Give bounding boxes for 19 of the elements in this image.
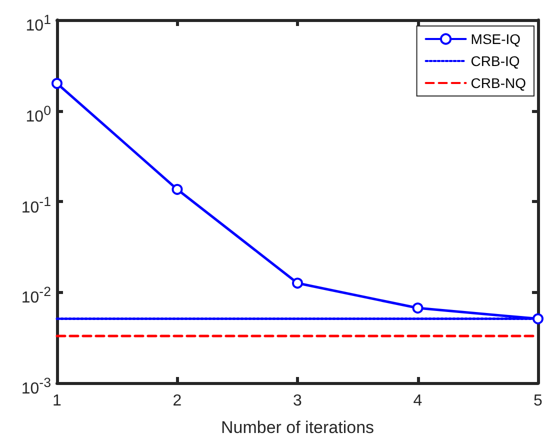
legend-label: MSE-IQ [470, 31, 521, 47]
y-tick-label: 10$^{0}$ [26, 102, 51, 128]
point [292, 278, 303, 289]
point [412, 302, 424, 314]
x-axis-title: Number of iterations [220, 418, 374, 437]
legend-label: CRB-IQ [470, 53, 520, 69]
point [172, 184, 183, 195]
x-tick-label: 4 [413, 392, 422, 410]
x-tick-label: 1 [52, 392, 62, 410]
x-tick-label: 5 [534, 392, 543, 410]
legend-label: CRB-NQ [470, 75, 526, 91]
y-tick-label: 10$^{-3}$ [21, 374, 51, 400]
x-tick-label: 2 [172, 392, 182, 410]
x-tick-label: 3 [293, 392, 302, 410]
point [52, 78, 62, 89]
point [532, 313, 544, 324]
y-tick-label: 10$^{-2}$ [21, 283, 51, 309]
y-tick-label: 10$^{1}$ [26, 11, 51, 36]
y-tick-label: 10$^{-1}$ [21, 192, 51, 218]
